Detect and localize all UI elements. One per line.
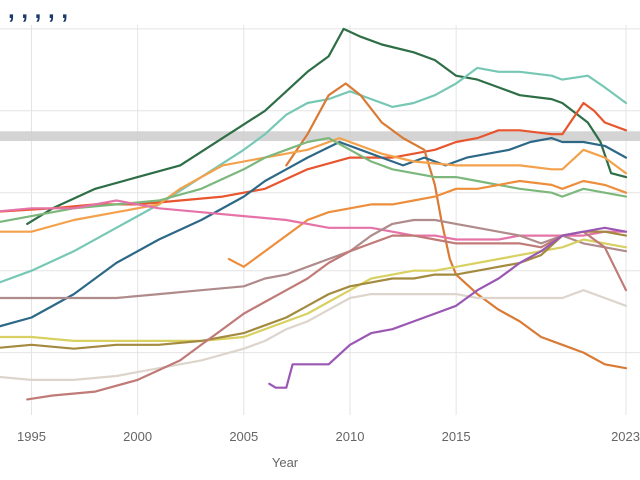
series-line-14 (26, 230, 628, 401)
x-tick-label: 2015 (442, 429, 471, 444)
x-tick-label: 2005 (229, 429, 258, 444)
series-line-7 (0, 137, 628, 223)
series-line-8 (227, 179, 628, 268)
highlight-band-rect (0, 131, 640, 142)
grid (0, 25, 640, 415)
series-line-1 (26, 27, 628, 225)
highlight-band (0, 131, 640, 142)
series-line-9 (0, 199, 628, 241)
x-axis-ticks: 1995 2000 2005 2010 2015 2023 (17, 429, 640, 444)
series-line-3 (0, 101, 628, 213)
x-tick-label: 1995 (17, 429, 46, 444)
x-tick-label: 2010 (336, 429, 365, 444)
series-line-11 (0, 238, 628, 342)
series-group (0, 27, 628, 401)
series-line-4 (285, 82, 628, 370)
series-line-6 (0, 137, 628, 233)
chart-title-fragment: , , , , , (8, 0, 68, 24)
x-axis-label: Year (272, 455, 299, 470)
series-line-12 (0, 230, 628, 350)
series-line-15 (268, 226, 628, 389)
series-line-10 (0, 218, 628, 300)
series-line-13 (0, 289, 628, 381)
x-tick-label: 2023 (611, 429, 640, 444)
x-tick-label: 2000 (123, 429, 152, 444)
series-line-5 (0, 137, 628, 328)
